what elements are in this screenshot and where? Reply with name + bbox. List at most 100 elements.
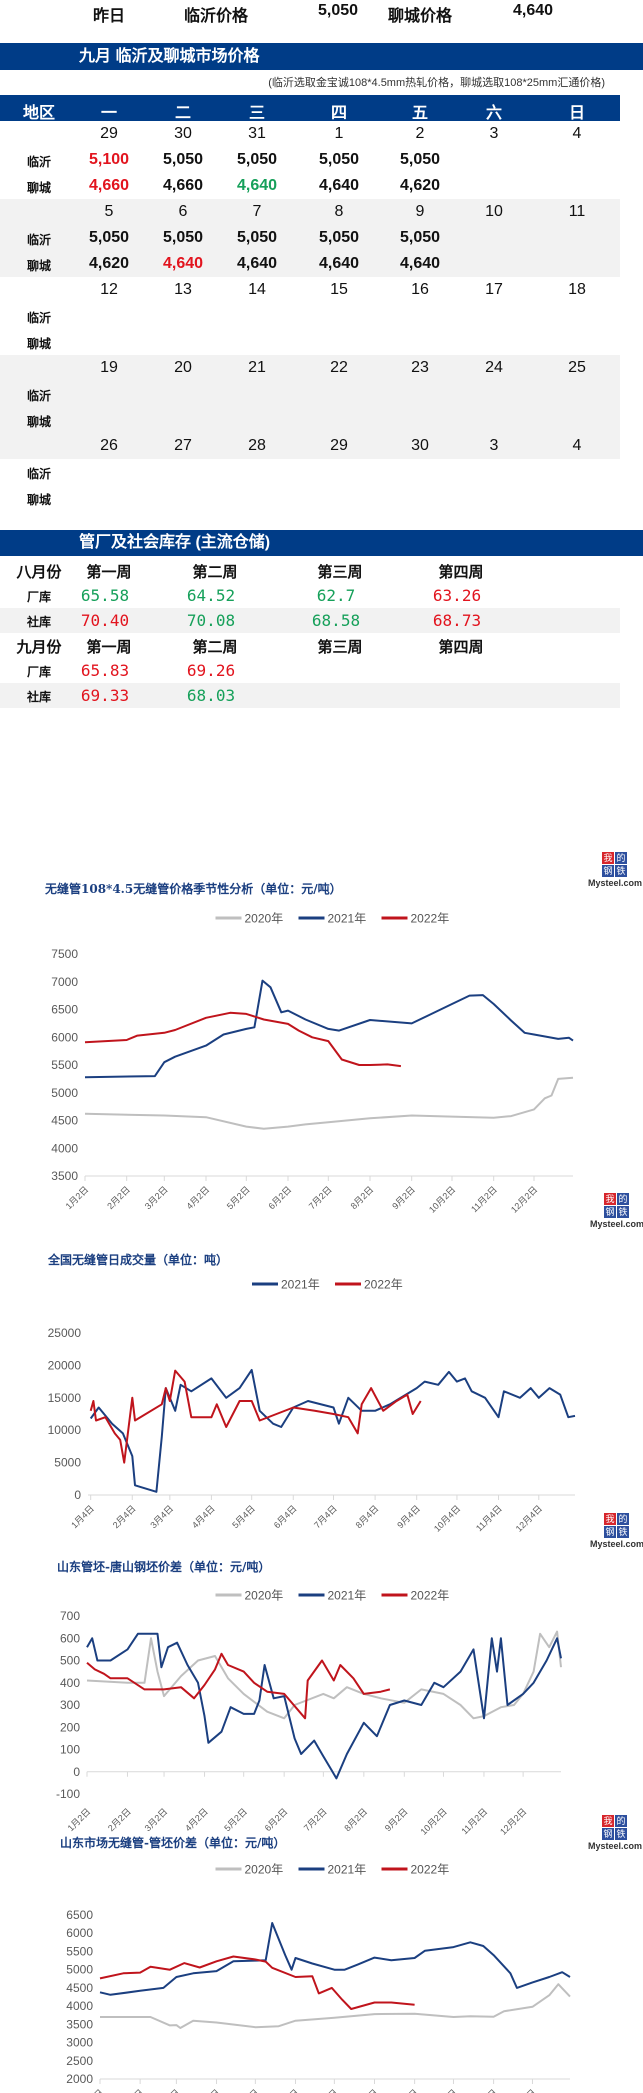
- price-cell: 5,050: [88, 229, 130, 246]
- date-cell: 2: [415, 125, 425, 142]
- y-tick-label: 5500: [51, 1058, 78, 1072]
- date-cell: 1: [334, 125, 344, 142]
- logo-text: Mysteel.com: [590, 1539, 643, 1549]
- logo-mark: 我: [602, 852, 614, 864]
- week-header: 第四周: [438, 638, 484, 656]
- factory-label: 厂库: [26, 665, 52, 679]
- logo-mark: 的: [617, 1193, 629, 1205]
- date-cell: 10: [485, 203, 503, 220]
- y-tick-label: 6500: [51, 1003, 78, 1017]
- y-tick-label: 300: [60, 1698, 80, 1712]
- date-cell: 29: [330, 437, 348, 454]
- row-label-liaocheng: 聊城: [26, 493, 52, 507]
- y-tick-label: 4000: [66, 1999, 93, 2013]
- date-cell: 15: [330, 281, 348, 298]
- legend-label: 2021年: [328, 912, 367, 926]
- logo-mark: 铁: [617, 1526, 629, 1538]
- y-tick-label: 200: [60, 1720, 80, 1734]
- linyi-row: 临沂 5,100 5,050 5,050 5,050 5,050: [0, 147, 620, 173]
- social-value: 70.40: [80, 611, 130, 630]
- inventory-month-row: 八月份 第一周 第二周 第三周 第四周: [0, 558, 620, 583]
- linyi-row: 临沂: [0, 303, 620, 329]
- row-label-liaocheng: 聊城: [26, 181, 52, 195]
- liaocheng-row: 聊城: [0, 407, 620, 433]
- y-tick-label: 4500: [51, 1114, 78, 1128]
- social-value: 68.73: [432, 611, 482, 630]
- y-tick-label: 4000: [51, 1141, 78, 1155]
- row-label-linyi: 临沂: [26, 467, 52, 481]
- y-tick-label: 700: [60, 1609, 80, 1623]
- series-line-2022年: [84, 1011, 402, 1068]
- price-cell: 4,620: [399, 177, 441, 194]
- y-tick-label: 0: [73, 1765, 80, 1779]
- date-cell: 24: [485, 359, 503, 376]
- price-cell: 5,050: [236, 229, 278, 246]
- x-tick-label: 3月2日: [155, 2087, 182, 2093]
- calendar-title-bar: 九月 临沂及聊城市场价格: [0, 43, 643, 70]
- logo-text: Mysteel.com: [588, 1841, 643, 1851]
- inventory-title: 管厂及社会库存 (主流仓储): [79, 534, 271, 551]
- factory-value: 65.83: [80, 661, 130, 680]
- legend-label: 2022年: [364, 1278, 403, 1292]
- series-line-2021年: [99, 1922, 571, 1996]
- date-cell: 20: [174, 359, 192, 376]
- legend-label: 2022年: [411, 912, 450, 926]
- y-tick-label: 15000: [48, 1391, 82, 1405]
- factory-value: 63.26: [432, 586, 482, 605]
- x-tick-label: 8月2日: [353, 2087, 380, 2093]
- y-tick-label: 400: [60, 1676, 80, 1690]
- price-cell: 4,660: [162, 177, 204, 194]
- date-cell: 30: [411, 437, 429, 454]
- legend-label: 2022年: [411, 1863, 450, 1877]
- date-cell: 12: [100, 281, 118, 298]
- social-value: 68.03: [186, 686, 236, 705]
- calendar-header-2: 二: [174, 105, 192, 122]
- row-label-liaocheng: 聊城: [26, 415, 52, 429]
- week-header: 第一周: [86, 638, 132, 656]
- week-header: 第一周: [86, 563, 132, 581]
- liaocheng-row: 聊城: [0, 329, 620, 355]
- date-row: 26 27 28 29 30 3 4: [0, 433, 620, 459]
- logo-text: Mysteel.com: [590, 1219, 643, 1229]
- logo-mark: 的: [617, 1513, 629, 1525]
- chart-title: 山东市场无缝管-管坯价差（单位：元/吨）: [60, 1836, 286, 1850]
- price-cell: 5,050: [236, 151, 278, 168]
- inventory-social-row: 社库 70.40 70.08 68.58 68.73: [0, 608, 620, 633]
- price-cell: 5,050: [318, 151, 360, 168]
- date-row: 19 20 21 22 23 24 25: [0, 355, 620, 381]
- y-tick-label: 25000: [48, 1326, 82, 1340]
- linyi-price-label: 临沂价格: [183, 8, 249, 25]
- month-label: 八月份: [16, 563, 62, 581]
- week-header: 第四周: [438, 563, 484, 581]
- date-cell: 22: [330, 359, 348, 376]
- series-line-2020年: [84, 1076, 574, 1130]
- series-line-2022年: [86, 1652, 391, 1720]
- calendar-header-6: 六: [485, 105, 503, 122]
- inventory-month-row: 九月份 第一周 第二周 第三周 第四周: [0, 633, 620, 658]
- calendar-title: 九月 临沂及聊城市场价格: [79, 48, 260, 65]
- x-tick-label: 4月2日: [195, 2087, 222, 2093]
- y-tick-label: 20000: [48, 1358, 82, 1372]
- y-tick-label: 100: [60, 1743, 80, 1757]
- date-cell: 6: [178, 203, 188, 220]
- logo-mark: 的: [615, 1815, 627, 1827]
- liaocheng-row: 聊城 4,660 4,660 4,640 4,640 4,620: [0, 173, 620, 199]
- y-tick-label: 500: [60, 1654, 80, 1668]
- logo-mark: 钢: [604, 1526, 616, 1538]
- chart-title: 无缝管108*4.5无缝管价格季节性分析（单位：元/吨）: [45, 882, 342, 896]
- date-cell: 23: [411, 359, 429, 376]
- date-cell: 9: [415, 203, 425, 220]
- logo-mark: 我: [602, 1815, 614, 1827]
- x-tick-label: 6月2日: [274, 2087, 301, 2093]
- mysteel-logo: 我的钢铁 Mysteel.com: [590, 1513, 643, 1553]
- calendar-header-1: 一: [100, 105, 118, 122]
- mysteel-logo: 我的钢铁 Mysteel.com: [588, 852, 642, 892]
- legend-label: 2020年: [245, 912, 284, 926]
- social-label: 社库: [26, 615, 52, 629]
- date-cell: 4: [572, 437, 582, 454]
- y-tick-label: 3500: [51, 1169, 78, 1183]
- week-header: 第二周: [192, 638, 238, 656]
